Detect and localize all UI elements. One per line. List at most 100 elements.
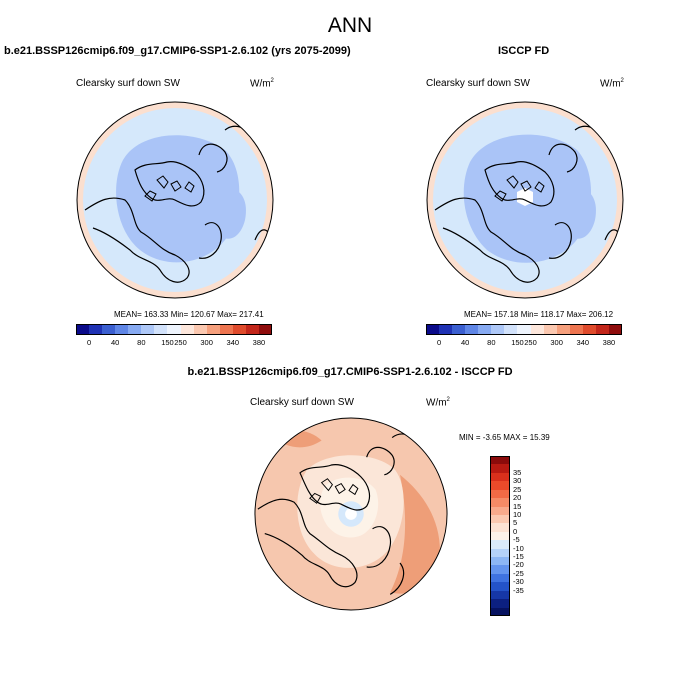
- case-units-label: W/m2: [250, 78, 274, 90]
- obs-colorbar-swatch: [595, 324, 610, 335]
- diff-colorbar-tick-label: -10: [513, 543, 524, 553]
- diff-colorbar-tick-label: 15: [513, 501, 522, 511]
- diff-colorbar: 35 30 25 20 15 10 5 0 -5 -10 -15 -20 -25 -30 -35: [490, 456, 530, 617]
- obs-colorbar-swatch: [517, 324, 532, 335]
- case-stats: MEAN= 163.33 Min= 120.67 Max= 217.41: [114, 310, 264, 319]
- obs-colorbar-swatch: [491, 324, 505, 335]
- case-colorbar-tick-label: 380: [252, 338, 266, 347]
- case-colorbar-frame: [76, 324, 272, 335]
- obs-colorbar-swatch: [569, 324, 584, 335]
- obs-colorbar-tick-label: 250: [524, 338, 537, 347]
- obs-colorbar-swatch: [439, 324, 453, 335]
- obs-map: [426, 101, 624, 299]
- case-colorbar-tick-label: 150: [161, 338, 174, 347]
- case-colorbar-swatch: [232, 324, 247, 335]
- diff-colorbar-swatch: [490, 540, 510, 550]
- diff-colorbar-tick-label: 30: [513, 476, 522, 486]
- diff-colorbar-swatch: [490, 557, 510, 566]
- obs-colorbar-tick-label: 340: [576, 338, 590, 347]
- obs-mid-lobe: [565, 189, 596, 239]
- case-colorbar-tick-label: 340: [226, 338, 240, 347]
- obs-colorbar-swatch: [608, 324, 623, 335]
- obs-colorbar-tick-label: 0: [436, 338, 442, 347]
- diff-units-label: W/m2: [426, 397, 450, 409]
- case-colorbar-swatch: [219, 324, 234, 335]
- diff-colorbar-swatch: [490, 548, 510, 558]
- case-colorbar-swatch: [128, 324, 142, 335]
- obs-colorbar-swatch: [582, 324, 597, 335]
- obs-stats: MEAN= 157.18 Min= 118.17 Max= 206.12: [464, 310, 614, 319]
- diff-colorbar-tick-label: -35: [513, 585, 524, 595]
- diff-colorbar-swatch: [490, 565, 510, 575]
- diff-colorbar-swatch: [490, 472, 510, 482]
- diff-colorbar-tick-label: -5: [513, 535, 520, 545]
- obs-colorbar-tick-label: 380: [602, 338, 616, 347]
- case-colorbar-swatch: [102, 324, 116, 335]
- obs-colorbar-tick-label: 150: [511, 338, 524, 347]
- obs-colorbar-tick-label: 80: [487, 338, 496, 347]
- case-colorbar-tick-label: 80: [137, 338, 146, 347]
- diff-variable-label: Clearsky surf down SW: [250, 397, 354, 408]
- diff-colorbar-tick-label: 5: [513, 518, 518, 528]
- obs-colorbar-swatch: [530, 324, 545, 335]
- obs-variable-label: Clearsky surf down SW: [426, 78, 530, 89]
- case-colorbar-swatch: [193, 324, 208, 335]
- obs-panel-title: ISCCP FD: [498, 45, 550, 57]
- case-mid-lobe: [215, 189, 246, 239]
- diff-pole-hole: [345, 508, 357, 520]
- case-colorbar-swatch: [180, 324, 195, 335]
- diff-colorbar-swatch: [490, 590, 510, 600]
- diff-colorbar-tick-label: -15: [513, 552, 524, 562]
- case-colorbar-swatch: [245, 324, 260, 335]
- case-panel-title: b.e21.BSSP126cmip6.f09_g17.CMIP6-SSP1-2.…: [4, 45, 351, 57]
- diff-map: [254, 417, 448, 611]
- diff-colorbar-tick-label: -30: [513, 577, 524, 587]
- case-colorbar-swatch: [167, 324, 182, 335]
- obs-islands: [494, 175, 545, 202]
- case-colorbar-tick-label: 300: [200, 338, 213, 347]
- case-colorbar-swatch: [154, 324, 168, 335]
- obs-colorbar-tick-label: 300: [550, 338, 563, 347]
- case-colorbar-swatch: [141, 324, 155, 335]
- diff-colorbar-tick-label: -20: [513, 560, 524, 570]
- case-map: [76, 101, 274, 299]
- diff-colorbar-swatch: [490, 456, 510, 465]
- obs-coastlines: [434, 125, 622, 283]
- diff-colorbar-swatch: [490, 514, 510, 524]
- case-colorbar: 0 40 80 150 250 300 340 380: [76, 324, 273, 348]
- diff-islands: [309, 478, 359, 504]
- obs-colorbar-swatch: [478, 324, 492, 335]
- diff-deep-field: [390, 474, 440, 594]
- diff-colorbar-swatch: [490, 607, 510, 617]
- diff-colorbar-swatch: [490, 489, 510, 499]
- obs-colorbar-swatch: [452, 324, 466, 335]
- obs-colorbar-swatch: [556, 324, 571, 335]
- diff-colorbar-tick-label: 25: [513, 484, 522, 494]
- diff-panel-title: b.e21.BSSP126cmip6.f09_g17.CMIP6-SSP1-2.…: [187, 366, 513, 378]
- case-mid-field: [116, 135, 240, 263]
- obs-colorbar-swatch: [504, 324, 518, 335]
- diff-colorbar-tick-label: 20: [513, 493, 522, 503]
- case-colorbar-tick-label: 0: [86, 338, 92, 347]
- obs-colorbar: 0 40 80 150 250 300 340 380: [426, 324, 623, 348]
- diff-colorbar-tick-label: -25: [513, 568, 524, 578]
- diff-colorbar-tick-label: 10: [513, 509, 522, 519]
- figure-title: ANN: [327, 14, 373, 37]
- obs-colorbar-swatch: [543, 324, 558, 335]
- diff-stats: MIN = -3.65 MAX = 15.39: [459, 433, 550, 442]
- diff-colorbar-frame: [490, 456, 510, 616]
- diff-colorbar-swatch: [490, 481, 510, 491]
- case-colorbar-swatch: [76, 324, 90, 335]
- case-variable-label: Clearsky surf down SW: [76, 78, 180, 89]
- diff-colorbar-tick-label: 35: [513, 467, 522, 477]
- diff-colorbar-swatch: [490, 506, 510, 516]
- obs-colorbar-tick-label: 40: [461, 338, 470, 347]
- obs-colorbar-swatch: [465, 324, 479, 335]
- diff-colorbar-swatch: [490, 531, 510, 541]
- obs-colorbar-frame: [426, 324, 622, 335]
- diff-colorbar-swatch: [490, 582, 510, 592]
- obs-units-label: W/m2: [600, 78, 624, 90]
- diff-colorbar-tick-label: 0: [513, 526, 518, 536]
- case-colorbar-swatch: [206, 324, 221, 335]
- diff-colorbar-swatch: [490, 498, 510, 507]
